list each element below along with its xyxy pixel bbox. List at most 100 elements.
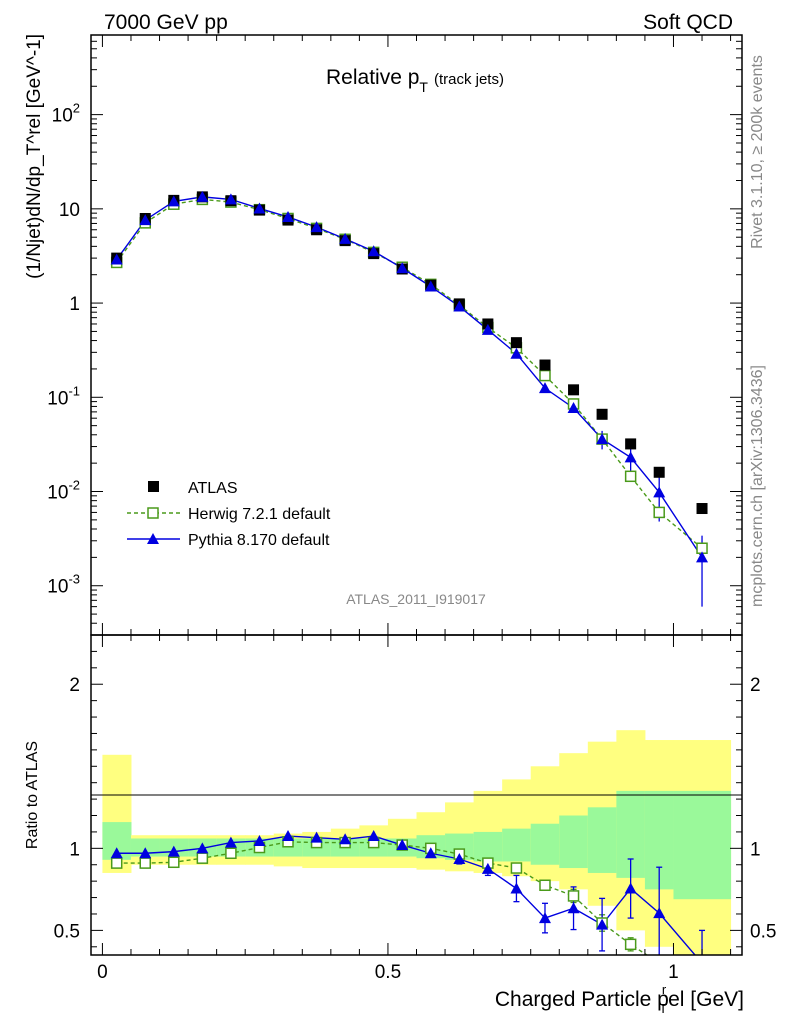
legend-herwig-label: Herwig 7.2.1 default (188, 506, 331, 523)
pythia-point (538, 382, 551, 394)
herwig-ratio-point (225, 847, 237, 860)
pythia-ratio-point (481, 862, 494, 874)
pythia-ratio-point (339, 833, 352, 845)
pythia-ratio-point (139, 847, 152, 859)
uncertainty-band-inner (530, 823, 560, 865)
x-tick-label: 0.5 (375, 962, 401, 983)
pythia-ratio-point (196, 842, 209, 854)
uncertainty-band-inner (673, 790, 732, 900)
ratio-y-tick-label: 1 (69, 839, 80, 860)
legend-pythia-label: Pythia 8.170 default (188, 532, 330, 549)
herwig-point (539, 369, 551, 382)
atlas-point (653, 466, 665, 478)
plot-title: Relative pT (track jets) (326, 66, 504, 95)
pythia-point (510, 347, 523, 359)
pythia-point (282, 210, 295, 222)
pythia-point (396, 262, 409, 274)
pythia-ratio-point (282, 830, 295, 842)
pythia-ratio-point (567, 902, 580, 914)
herwig-ratio-point (139, 857, 151, 869)
pythia-ratio-point (310, 831, 323, 843)
ratio-y-tick-label-right: 2 (750, 675, 761, 696)
atlas-point (510, 337, 522, 349)
y-tick-label: 10-2 (47, 478, 80, 504)
pythia-point (167, 195, 180, 207)
x-tick-label: 0 (97, 962, 108, 983)
pythia-line (116, 196, 703, 558)
pythia-ratio-point (653, 907, 666, 919)
atlas-point (625, 438, 637, 450)
uncertainty-band-outer (502, 779, 532, 877)
y-tick-label: 102 (52, 101, 80, 127)
ratio-y-tick-label: 2 (69, 675, 80, 696)
ratio-y-tick-label-right: 0.5 (750, 921, 776, 942)
pythia-ratio-point (696, 957, 708, 968)
atlas-point (568, 384, 580, 396)
pythia-ratio-point (510, 882, 523, 894)
legend: ATLAS Herwig 7.2.1 default Pythia 8.170 … (127, 480, 331, 549)
mcplots-label: mcplots.cern.ch [arXiv:1306.3436] (749, 365, 766, 607)
pythia-ratio-point (110, 847, 123, 859)
herwig-ratio-point (654, 958, 664, 968)
ratio-y-tick-label-right: 1 (750, 839, 761, 860)
atlas-point (596, 408, 608, 420)
pythia-point (139, 214, 152, 226)
pythia-ratio-point (396, 839, 409, 851)
pythia-point (653, 486, 666, 498)
pythia-ratio-point (224, 836, 237, 848)
atlas-point (696, 503, 708, 515)
uncertainty-band-inner (559, 815, 589, 869)
pythia-point (424, 280, 437, 292)
uncertainty-band-inner (502, 828, 532, 862)
pythia-ratio-point (167, 845, 180, 857)
uncertainty-band-inner (473, 831, 503, 862)
pythia-point (196, 190, 209, 202)
pythia-point (481, 323, 494, 335)
y-tick-label: 10-1 (47, 383, 80, 409)
legend-atlas-label: ATLAS (188, 480, 238, 497)
x-tick-label: 1 (668, 962, 679, 983)
pythia-point (453, 300, 466, 312)
herwig-point (624, 470, 637, 483)
pythia-point (596, 433, 609, 445)
y-tick-label: 1 (69, 294, 80, 315)
herwig-ratio-point (110, 857, 123, 869)
pythia-point (224, 193, 237, 205)
pythia-point (253, 202, 266, 214)
pythia-ratio-point (596, 918, 609, 930)
pythia-point (567, 401, 580, 413)
ratio-y-tick-label: 0.5 (54, 921, 80, 942)
herwig-ratio-point (168, 856, 180, 869)
pythia-ratio-point (367, 830, 380, 842)
herwig-ratio-point (624, 938, 637, 951)
process-label: Soft QCD (643, 11, 733, 34)
y-axis-label: (1/Njet)dN/dp_T^rel [GeV^-1] (24, 34, 45, 279)
herwig-ratio-point (196, 852, 209, 864)
collision-label: 7000 GeV pp (104, 11, 228, 34)
herwig-ratio-point (510, 862, 523, 874)
pythia-ratio-point (253, 834, 266, 846)
herwig-ratio-point (539, 879, 551, 892)
legend-atlas-marker (148, 481, 159, 492)
main-panel: 10-3 10-2 10-1 1 10 102 Relative pT (track jet… (24, 34, 743, 636)
uncertainty-band-inner (130, 838, 161, 857)
herwig-ratio-point (697, 975, 707, 985)
uncertainty-band-inner (587, 807, 617, 873)
legend-pythia-marker (147, 533, 159, 544)
pythia-point (310, 221, 323, 233)
y-tick-label: 10-3 (47, 572, 80, 598)
pythia-point (624, 451, 637, 463)
pythia-ratio-point (538, 912, 551, 924)
herwig-point (653, 506, 665, 519)
x-axis-label: Charged Particle pr Tel [GeV] (495, 982, 744, 1016)
pythia-point (110, 253, 123, 265)
pythia-point (367, 245, 380, 257)
y-tick-label: 10 (59, 200, 80, 221)
pythia-ratio-point (424, 847, 437, 859)
pythia-point (339, 232, 352, 244)
pythia-ratio-point (624, 882, 637, 894)
herwig-ratio-point (567, 890, 580, 902)
pythia-point (696, 551, 709, 563)
legend-herwig-marker (147, 507, 159, 519)
